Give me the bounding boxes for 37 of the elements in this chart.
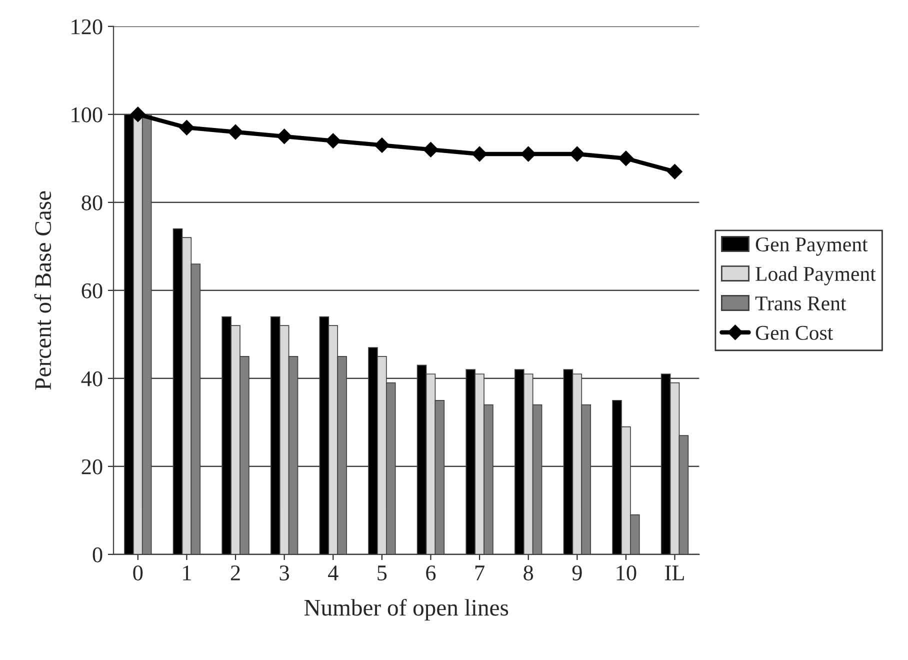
point xyxy=(667,164,682,180)
y-tick-label: 20 xyxy=(82,459,102,474)
point xyxy=(276,128,292,144)
point xyxy=(472,146,488,162)
legend-label: Gen Payment xyxy=(756,237,868,256)
x-tick-label: 0 xyxy=(133,565,143,580)
x-tick-label: 3 xyxy=(280,566,290,580)
point xyxy=(423,142,438,158)
x-tick-label: 9 xyxy=(572,566,582,580)
y-axis-title: Percent of Base Case xyxy=(34,191,52,390)
point xyxy=(228,124,244,140)
legend-label: Load Payment xyxy=(756,266,876,286)
x-tick-label: 2 xyxy=(230,566,240,580)
x-tick-label: 4 xyxy=(328,566,338,580)
x-tick-label: 1 xyxy=(183,566,191,580)
y-tick-label: 40 xyxy=(81,371,102,386)
legend-label: Trans Rent xyxy=(755,296,846,310)
legend-label: Gen Cost xyxy=(756,326,834,340)
y-tick-label: 100 xyxy=(72,107,102,122)
point xyxy=(179,120,194,136)
point xyxy=(520,146,536,162)
y-tick-label: 80 xyxy=(82,195,102,210)
y-tick-label: 60 xyxy=(82,283,102,298)
x-tick-label: IL xyxy=(665,566,684,580)
point xyxy=(570,146,585,162)
x-tick-label: 10 xyxy=(616,565,636,580)
y-tick-label: 0 xyxy=(92,547,102,562)
x-tick-label: 7 xyxy=(475,566,484,580)
x-tick-label: 6 xyxy=(426,566,436,580)
x-axis-title: Number of open lines xyxy=(304,598,508,621)
point xyxy=(374,138,390,153)
y-tick-label: 120 xyxy=(72,19,102,34)
point xyxy=(130,106,146,122)
point xyxy=(618,150,634,166)
x-tick-label: 5 xyxy=(378,566,387,580)
x-tick-label: 8 xyxy=(524,565,534,580)
point xyxy=(326,133,341,148)
